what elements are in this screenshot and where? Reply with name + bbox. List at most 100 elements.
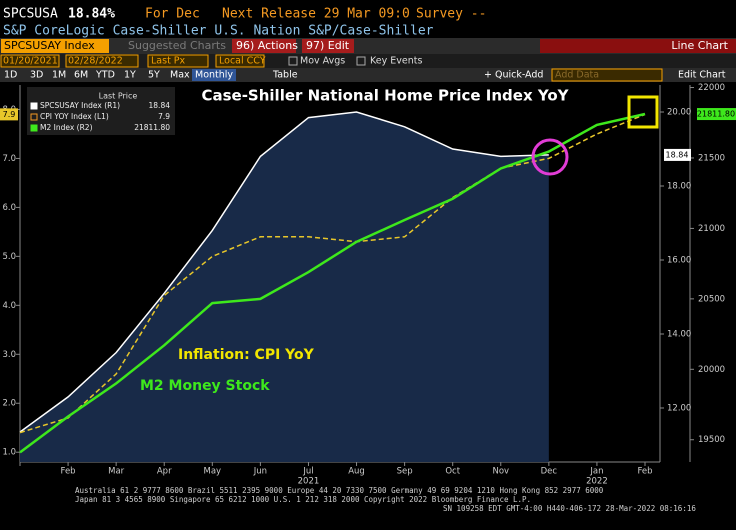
add-data: Add Data <box>555 70 599 81</box>
plot: 1.02.03.04.05.06.07.08.012.0014.0016.001… <box>0 83 736 487</box>
tick-label: 18.00 <box>667 182 691 192</box>
legend-swatch <box>30 102 38 110</box>
frequency-field[interactable] <box>192 69 236 81</box>
series-line <box>19 112 646 454</box>
currency: Local CCY <box>219 56 266 67</box>
tick-label: 5.0 <box>2 252 16 262</box>
range-button[interactable]: 3D <box>30 70 43 81</box>
legend-swatch <box>30 124 38 132</box>
add-data-field[interactable] <box>551 68 663 82</box>
view-bar <box>540 39 736 53</box>
value-badge <box>664 148 691 161</box>
legend-value: 7.9 <box>158 112 170 121</box>
ranges: 1D 3D 1M 6M YTD 1Y 5Y Max <box>4 70 190 81</box>
legend <box>27 87 175 135</box>
range-button[interactable]: 1Y <box>124 70 136 81</box>
end-field[interactable] <box>65 54 139 68</box>
edit-button[interactable] <box>302 39 354 53</box>
tick-label: 19500 <box>698 435 725 445</box>
mov-avgs: Mov Avgs <box>300 56 345 67</box>
x-tick-label: Apr <box>157 467 172 477</box>
end-date: 02/28/2022 <box>68 56 123 67</box>
range-button[interactable]: YTD <box>95 70 115 81</box>
start-field[interactable] <box>0 54 60 68</box>
x-tick-label: Jan <box>589 467 603 477</box>
range-button[interactable]: 1M <box>52 70 66 81</box>
annotation: M2 Money Stock <box>140 378 270 394</box>
security-field[interactable] <box>1 39 109 53</box>
tick-label: 16.00 <box>667 255 691 265</box>
chart-title: Case-Shiller National Home Price Index Y… <box>201 87 569 105</box>
range-button[interactable]: Max <box>170 70 190 81</box>
footer-line: Japan 81 3 4565 8900 Singapore 65 6212 1… <box>75 495 531 504</box>
year-label: 2022 <box>586 477 608 487</box>
range-button[interactable]: 6M <box>74 70 88 81</box>
tick-label: 12.00 <box>667 403 691 413</box>
tick-label: 1.0 <box>2 448 16 458</box>
legend-title: Last Price <box>99 92 138 101</box>
tick-label: 22000 <box>698 83 725 93</box>
area <box>20 112 549 462</box>
tick-label: 3.0 <box>2 350 16 360</box>
x-tick-label: Feb <box>637 467 652 477</box>
checkbox[interactable] <box>356 56 366 66</box>
ticker: SPCSUSA <box>3 7 58 22</box>
tick-label: 20500 <box>698 294 725 304</box>
series-line <box>19 111 549 433</box>
currency-field[interactable] <box>215 54 265 68</box>
highlight-box <box>627 95 659 129</box>
edit-chart[interactable]: Edit Chart <box>678 70 726 81</box>
tick-label: 21500 <box>698 153 725 163</box>
description: S&P CoreLogic Case-Shiller U.S. Nation S… <box>3 24 434 39</box>
x-tick-label: Nov <box>492 467 509 477</box>
start-date: 01/20/2021 <box>3 56 58 67</box>
range-button[interactable]: 1D <box>4 70 17 81</box>
header: SPCSUSA 18.84% For Dec Next Release 29 M… <box>3 7 486 39</box>
value-badge <box>697 108 736 121</box>
release: Next Release 29 Mar 09:0 <box>222 7 410 22</box>
x-tick-label: Aug <box>348 467 365 477</box>
legend-swatch <box>30 113 38 121</box>
tick-label: 14.00 <box>667 329 691 339</box>
legend-label: SPCSUSAY Index (R1) <box>40 101 120 110</box>
edit: 97) Edit <box>306 39 350 52</box>
tick-label: 20.00 <box>667 108 691 118</box>
quick-add[interactable]: + Quick-Add <box>484 70 543 81</box>
highlight-circle <box>531 138 569 176</box>
x-tick-label: Jul <box>302 467 313 477</box>
x-tick-label: May <box>204 467 222 477</box>
value-badge-label: 21811.80 <box>697 110 735 119</box>
tick-label: 6.0 <box>2 203 16 213</box>
actions-button[interactable] <box>232 39 296 53</box>
x-tick-label: Sep <box>397 467 413 477</box>
value-badge <box>0 108 18 121</box>
frequency: Monthly <box>195 70 233 81</box>
checkbox[interactable] <box>288 56 298 66</box>
suggested-charts[interactable]: Suggested Charts <box>128 39 226 52</box>
value-badge-label: 18.84 <box>666 150 689 159</box>
range-button[interactable]: 5Y <box>148 70 160 81</box>
series-line <box>19 113 646 434</box>
table[interactable]: Table <box>272 70 298 81</box>
year-label: 2021 <box>298 477 320 487</box>
x-tick-label: Mar <box>108 467 125 477</box>
security: SPCSUSAY Index <box>4 39 95 52</box>
footer-line: SN 109258 EDT GMT-4:00 H440-406-172 28-M… <box>443 504 696 513</box>
price-field[interactable] <box>147 54 209 68</box>
legend-label: M2 Index (R2) <box>40 123 93 132</box>
tick-label: 4.0 <box>2 301 16 311</box>
x-tick-label: Feb <box>61 467 76 477</box>
footer-line: Australia 61 2 9777 8600 Brazil 5511 239… <box>75 486 604 495</box>
header-value: 18.84% <box>68 7 115 22</box>
period: For Dec <box>145 7 200 22</box>
annotation: Inflation: CPI YoY <box>178 347 315 363</box>
tick-label: 21000 <box>698 224 725 234</box>
key-events: Key Events <box>370 56 422 67</box>
legend-value: 18.84 <box>149 101 171 110</box>
footer: Australia 61 2 9777 8600 Brazil 5511 239… <box>75 486 696 513</box>
actions: 96) Actions <box>236 39 298 52</box>
survey: Survey -- <box>416 7 486 22</box>
legend-label: CPI YOY Index (L1) <box>40 112 109 121</box>
price: Last Px <box>151 56 186 67</box>
